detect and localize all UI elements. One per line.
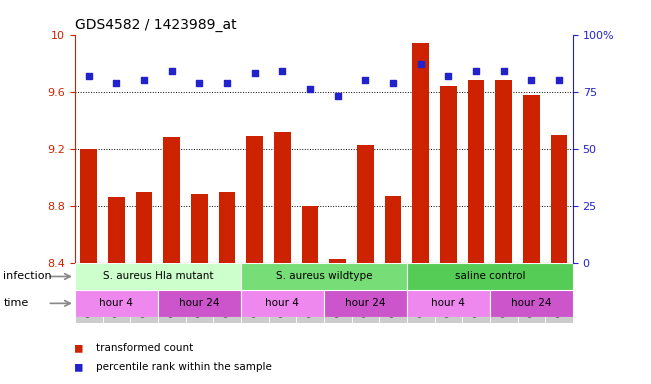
Bar — [407, 290, 490, 317]
Point — [139, 77, 149, 83]
Point — [443, 73, 454, 79]
Bar — [545, 263, 573, 323]
Text: GDS4582 / 1423989_at: GDS4582 / 1423989_at — [75, 18, 236, 32]
Text: hour 24: hour 24 — [345, 298, 385, 308]
Point — [360, 77, 370, 83]
Bar — [324, 290, 407, 317]
Bar — [357, 144, 374, 263]
Bar — [523, 94, 540, 263]
Text: GSM933059: GSM933059 — [527, 265, 536, 317]
Bar — [301, 206, 318, 263]
Bar — [467, 80, 484, 263]
Bar — [191, 194, 208, 263]
Text: time: time — [3, 298, 29, 308]
Text: GSM933069: GSM933069 — [471, 265, 480, 317]
Text: GSM933071: GSM933071 — [112, 265, 121, 318]
Point — [194, 79, 204, 86]
Text: hour 4: hour 4 — [100, 298, 133, 308]
Point — [249, 70, 260, 76]
Text: hour 24: hour 24 — [179, 298, 219, 308]
Text: GSM933067: GSM933067 — [416, 265, 425, 318]
Text: GSM933064: GSM933064 — [333, 265, 342, 318]
Point — [222, 79, 232, 86]
Text: GSM933068: GSM933068 — [444, 265, 453, 318]
Text: transformed count: transformed count — [96, 343, 193, 353]
Text: saline control: saline control — [454, 271, 525, 281]
Point — [83, 73, 94, 79]
Point — [111, 79, 122, 86]
Bar — [407, 263, 435, 323]
Bar — [75, 263, 103, 323]
Point — [415, 61, 426, 67]
Bar — [518, 263, 545, 323]
Bar — [163, 137, 180, 263]
Bar — [551, 134, 567, 263]
Text: GSM933058: GSM933058 — [499, 265, 508, 318]
Text: percentile rank within the sample: percentile rank within the sample — [96, 362, 271, 372]
Point — [277, 68, 288, 74]
Point — [526, 77, 536, 83]
Bar — [490, 263, 518, 323]
Bar — [75, 290, 158, 317]
Bar — [407, 263, 573, 290]
Bar — [158, 290, 241, 317]
Bar — [490, 290, 573, 317]
Text: hour 4: hour 4 — [432, 298, 465, 308]
Text: ■: ■ — [75, 341, 83, 354]
Point — [499, 68, 509, 74]
Text: GSM933066: GSM933066 — [389, 265, 398, 318]
Point — [305, 86, 315, 93]
Bar — [324, 263, 352, 323]
Text: GSM933061: GSM933061 — [167, 265, 176, 318]
Bar — [219, 192, 235, 263]
Point — [167, 68, 177, 74]
Text: GSM933060: GSM933060 — [555, 265, 564, 318]
Bar — [329, 259, 346, 263]
Bar — [440, 86, 457, 263]
Point — [554, 77, 564, 83]
Text: ■: ■ — [75, 360, 83, 373]
Bar — [241, 263, 269, 323]
Bar — [75, 263, 241, 290]
Text: GSM933070: GSM933070 — [84, 265, 93, 318]
Bar — [81, 149, 97, 263]
Bar — [435, 263, 462, 323]
Point — [333, 93, 343, 99]
Text: GSM933072: GSM933072 — [139, 265, 148, 318]
Text: GSM933073: GSM933073 — [250, 265, 259, 318]
Bar — [268, 263, 296, 323]
Bar — [413, 43, 429, 263]
Bar — [385, 196, 401, 263]
Bar — [246, 136, 263, 263]
Bar — [379, 263, 407, 323]
Bar — [462, 263, 490, 323]
Text: GSM933063: GSM933063 — [223, 265, 232, 318]
Text: GSM933075: GSM933075 — [305, 265, 314, 318]
Text: GSM933074: GSM933074 — [278, 265, 287, 318]
Text: S. aureus wildtype: S. aureus wildtype — [275, 271, 372, 281]
Text: hour 24: hour 24 — [511, 298, 551, 308]
Text: infection: infection — [3, 271, 52, 281]
Text: GSM933062: GSM933062 — [195, 265, 204, 318]
Bar — [135, 192, 152, 263]
Bar — [103, 263, 130, 323]
Bar — [130, 263, 158, 323]
Bar — [274, 132, 290, 263]
Bar — [158, 263, 186, 323]
Text: GSM933065: GSM933065 — [361, 265, 370, 318]
Bar — [296, 263, 324, 323]
Point — [471, 68, 481, 74]
Bar — [108, 197, 125, 263]
Bar — [213, 263, 241, 323]
Bar — [241, 263, 407, 290]
Bar — [495, 80, 512, 263]
Point — [388, 79, 398, 86]
Bar — [186, 263, 213, 323]
Bar — [352, 263, 379, 323]
Text: hour 4: hour 4 — [266, 298, 299, 308]
Bar — [241, 290, 324, 317]
Text: S. aureus Hla mutant: S. aureus Hla mutant — [103, 271, 213, 281]
